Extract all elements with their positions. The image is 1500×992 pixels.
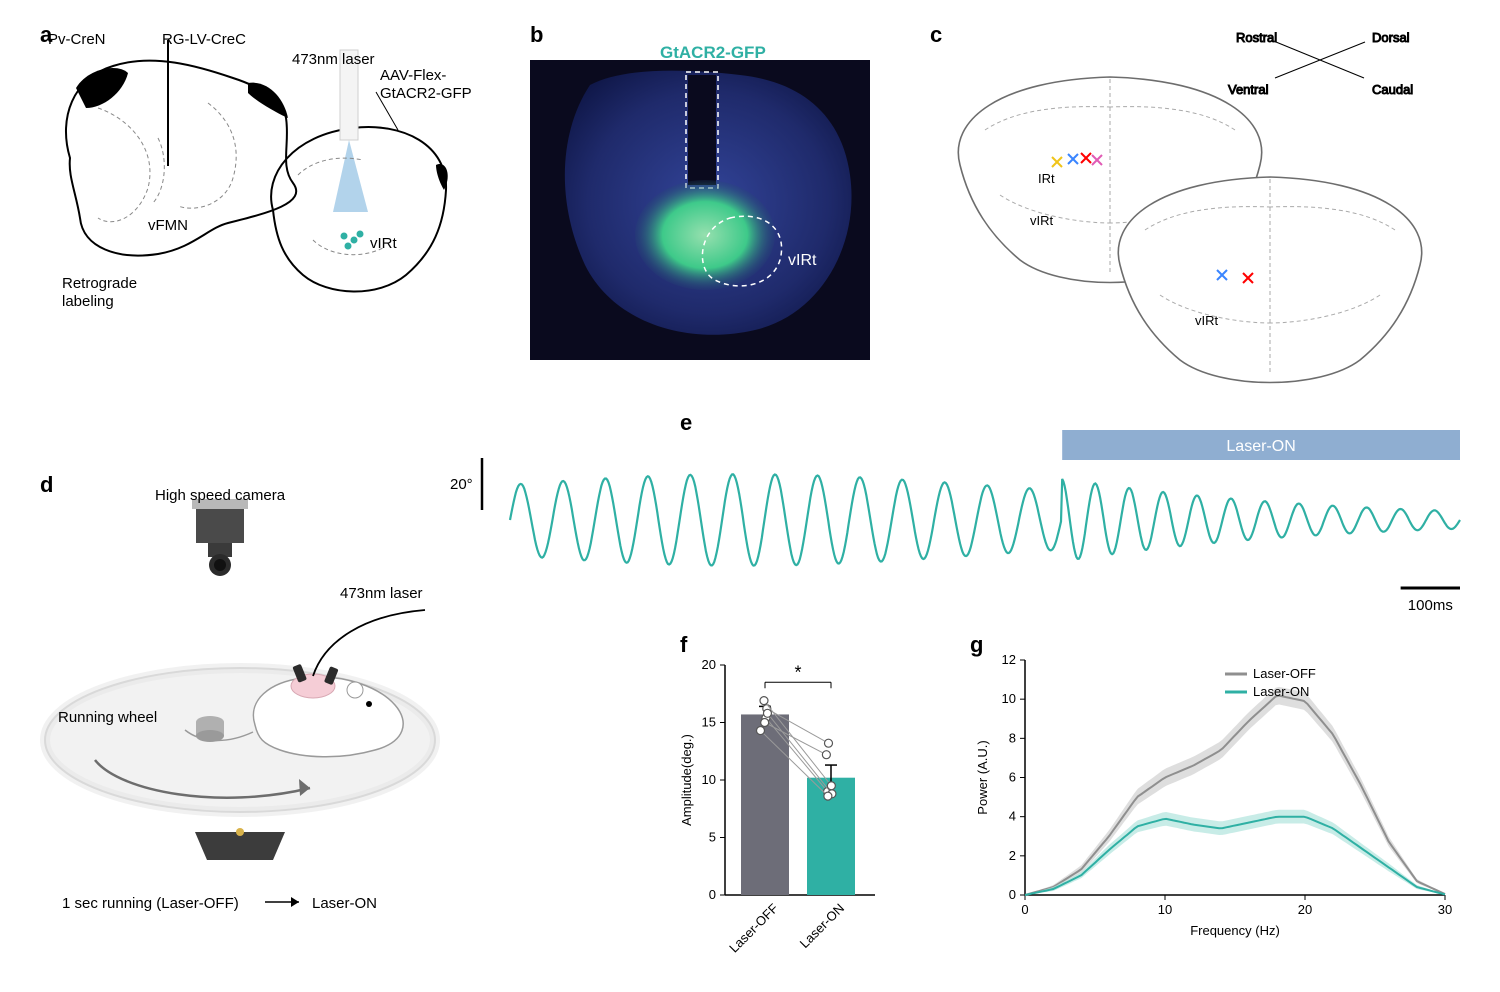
svg-text:vIRt: vIRt bbox=[1195, 313, 1219, 328]
panel-d-laser-label: 473nm laser bbox=[340, 585, 423, 602]
panel-d-camera-label: High speed camera bbox=[155, 487, 286, 504]
panel-d-base bbox=[195, 828, 285, 860]
panel-f-label: f bbox=[680, 632, 688, 657]
svg-text:5: 5 bbox=[709, 830, 716, 845]
svg-text:Caudal: Caudal bbox=[1372, 82, 1413, 97]
panel-c-front: vIRt bbox=[1118, 177, 1421, 383]
svg-text:vIRt: vIRt bbox=[1030, 213, 1054, 228]
panel-d-protocol-left: 1 sec running (Laser-OFF) bbox=[62, 895, 239, 912]
panel-a-vfmn: vFMN bbox=[148, 217, 188, 234]
svg-text:12: 12 bbox=[1002, 652, 1016, 667]
panel-c-axes: Rostral Dorsal Ventral Caudal bbox=[1228, 30, 1413, 97]
svg-text:20°: 20° bbox=[450, 476, 473, 493]
svg-text:Laser-ON: Laser-ON bbox=[797, 901, 847, 951]
svg-text:Laser-OFF: Laser-OFF bbox=[1253, 666, 1316, 681]
panel-c: c Rostral Dorsal Ventral Caudal IRt vIRt bbox=[930, 22, 1422, 383]
svg-text:2: 2 bbox=[1009, 848, 1016, 863]
svg-text:Frequency (Hz): Frequency (Hz) bbox=[1190, 923, 1280, 938]
svg-text:20: 20 bbox=[702, 657, 716, 672]
panel-g-label: g bbox=[970, 632, 983, 657]
panel-e-label: e bbox=[680, 410, 692, 435]
svg-text:Laser-OFF: Laser-OFF bbox=[726, 900, 781, 955]
svg-text:Dorsal: Dorsal bbox=[1372, 30, 1410, 45]
panel-b-label: b bbox=[530, 22, 543, 47]
svg-text:10: 10 bbox=[702, 772, 716, 787]
panel-g: g 0 10 20 30 0 2 4 6 8 10 12 Frequency (Hz) Power (A… bbox=[970, 632, 1452, 938]
panel-a-construct: AAV-Flex- GtACR2-GFP bbox=[376, 67, 472, 130]
panel-b-virt: vIRt bbox=[788, 252, 817, 269]
svg-text:100ms: 100ms bbox=[1408, 597, 1453, 614]
panel-d-protocol-right: Laser-ON bbox=[312, 895, 377, 912]
panel-f: f 0 5 10 15 20 Amplitude(deg.) Laser-OFF Laser-… bbox=[679, 632, 875, 956]
panel-a: a vFMN Pv-CreN RG-LV-CreC Retrograde lab… bbox=[40, 22, 472, 310]
svg-text:IRt: IRt bbox=[1038, 171, 1055, 186]
svg-text:30: 30 bbox=[1438, 902, 1452, 917]
svg-text:10: 10 bbox=[1158, 902, 1172, 917]
svg-text:Ventral: Ventral bbox=[1228, 82, 1269, 97]
svg-text:4: 4 bbox=[1009, 809, 1016, 824]
svg-text:Rostral: Rostral bbox=[1236, 30, 1277, 45]
svg-text:15: 15 bbox=[702, 715, 716, 730]
panel-a-rglv: RG-LV-CreC bbox=[162, 31, 246, 48]
panel-a-virt: vIRt bbox=[370, 235, 398, 252]
svg-text:Power (A.U.): Power (A.U.) bbox=[975, 740, 990, 814]
panel-d: d High speed camera Running wheel bbox=[40, 472, 435, 912]
panel-a-pvcren: Pv-CreN bbox=[48, 31, 106, 48]
panel-d-wheel-label: Running wheel bbox=[58, 709, 157, 726]
svg-text:Laser-ON: Laser-ON bbox=[1226, 438, 1295, 455]
figure-root: a vFMN Pv-CreN RG-LV-CreC Retrograde lab… bbox=[0, 0, 1500, 992]
svg-text:*: * bbox=[794, 662, 801, 682]
svg-text:10: 10 bbox=[1002, 691, 1016, 706]
svg-text:0: 0 bbox=[1009, 887, 1016, 902]
panel-c-label: c bbox=[930, 22, 942, 47]
svg-text:GtACR2-GFP: GtACR2-GFP bbox=[380, 85, 472, 102]
panel-d-label: d bbox=[40, 472, 53, 497]
svg-text:20: 20 bbox=[1298, 902, 1312, 917]
panel-b: b vIRt GtACR2-GFP bbox=[530, 22, 870, 360]
panel-e: e Laser-ON 20° 100ms bbox=[450, 410, 1460, 614]
svg-text:8: 8 bbox=[1009, 730, 1016, 745]
panel-a-retro-2: labeling bbox=[62, 293, 114, 310]
panel-b-gfp bbox=[635, 180, 775, 290]
panel-a-retro-1: Retrograde bbox=[62, 275, 137, 292]
panel-b-title: GtACR2-GFP bbox=[660, 43, 766, 62]
panel-a-laser: 473nm laser bbox=[292, 51, 375, 68]
panel-a-sagittal: vFMN bbox=[66, 40, 296, 256]
svg-text:6: 6 bbox=[1009, 770, 1016, 785]
svg-text:Amplitude(deg.): Amplitude(deg.) bbox=[679, 734, 694, 826]
svg-text:Laser-ON: Laser-ON bbox=[1253, 684, 1309, 699]
svg-text:0: 0 bbox=[709, 887, 716, 902]
svg-text:0: 0 bbox=[1021, 902, 1028, 917]
svg-text:AAV-Flex-: AAV-Flex- bbox=[380, 67, 446, 84]
panel-d-camera bbox=[192, 499, 248, 576]
